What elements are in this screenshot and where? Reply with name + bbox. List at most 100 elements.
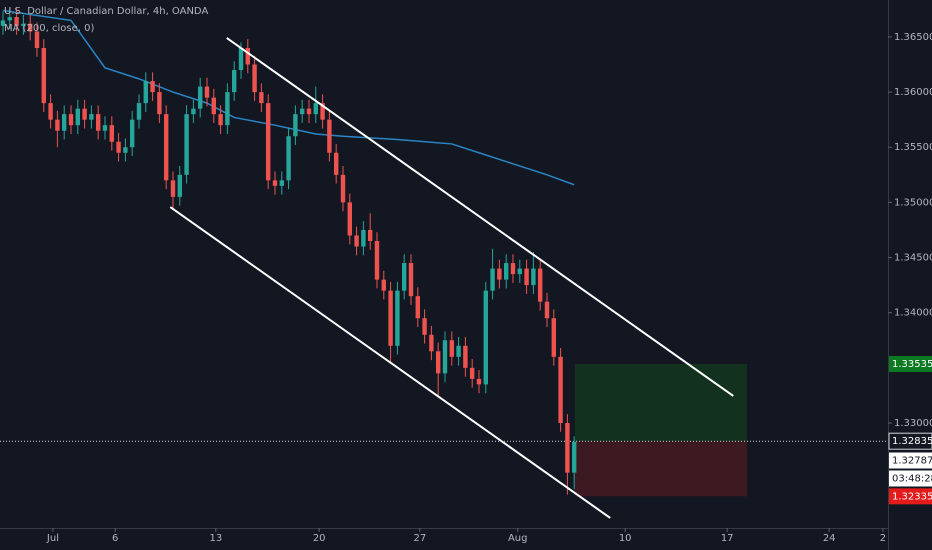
candle-body xyxy=(442,340,448,374)
candle-body xyxy=(163,114,169,181)
entry-price-label: 1.32835 xyxy=(892,436,932,447)
candle-body xyxy=(415,296,420,319)
x-tick-label: 20 xyxy=(313,533,326,544)
candle-body xyxy=(490,268,495,291)
candle-body xyxy=(177,174,182,197)
candle-body xyxy=(102,125,108,131)
candle-body xyxy=(34,31,40,48)
profit-zone xyxy=(574,363,747,442)
x-tick-label: 17 xyxy=(721,533,734,544)
x-tick-label: 13 xyxy=(209,533,222,544)
candle-body xyxy=(544,301,550,319)
countdown-box xyxy=(889,470,932,487)
y-tick-label: 1.34000 xyxy=(894,308,932,319)
candle-body xyxy=(456,345,461,357)
candle-body xyxy=(238,47,244,71)
candle-body xyxy=(361,229,366,247)
candle-body xyxy=(381,279,386,291)
trendline xyxy=(226,37,734,397)
candle-body xyxy=(259,92,264,104)
candle-body xyxy=(252,64,257,93)
candle-body xyxy=(265,103,271,181)
candle-body xyxy=(306,108,312,115)
candle-body xyxy=(395,290,400,346)
candle-body xyxy=(61,114,67,131)
candle-body xyxy=(191,108,196,115)
stop-price-label: 1.32335 xyxy=(892,491,932,502)
candle-body xyxy=(449,340,454,357)
x-tick-label: Aug xyxy=(508,533,528,544)
candle-body xyxy=(524,268,529,286)
candle-body xyxy=(41,47,46,104)
candle-body xyxy=(14,17,19,26)
candle-body xyxy=(95,114,101,131)
indicator-label: MA (200, close, 0) xyxy=(4,23,94,34)
candle-body xyxy=(286,136,291,181)
candle-body xyxy=(429,334,434,352)
candle-body xyxy=(272,180,278,186)
last-price-label: 1.32787 xyxy=(892,455,932,466)
x-tick-label: 27 xyxy=(413,533,426,544)
candle-body xyxy=(497,268,502,280)
candle-body xyxy=(327,119,332,153)
candle-body xyxy=(109,125,114,142)
candle-body xyxy=(89,114,94,120)
candle-body xyxy=(211,97,216,115)
candle-body xyxy=(27,23,33,32)
candle-body xyxy=(483,290,488,385)
candle-body xyxy=(116,141,121,153)
chart-title: U.S. Dollar / Canadian Dollar, 4h, OANDA xyxy=(4,6,208,17)
trendline xyxy=(169,206,611,519)
candle-body xyxy=(435,351,441,374)
y-tick-label: 1.35500 xyxy=(894,142,932,153)
candle-body xyxy=(558,356,563,423)
countdown: 03:48:28 xyxy=(892,473,932,484)
candle-body xyxy=(143,81,148,104)
candle-body xyxy=(565,422,570,473)
candle-body xyxy=(184,114,189,175)
candle-body xyxy=(204,86,210,98)
candle-body xyxy=(197,86,203,109)
candle-body xyxy=(401,263,407,291)
stop-price-label-box xyxy=(889,488,932,505)
y-tick-label: 1.36500 xyxy=(894,32,932,43)
candle-body xyxy=(68,114,74,126)
x-tick-label: 10 xyxy=(619,533,632,544)
candle-body xyxy=(279,180,284,186)
candle-body xyxy=(340,174,346,203)
plot-area xyxy=(0,8,888,519)
candle-body xyxy=(82,108,87,120)
entry-price-label-box xyxy=(888,432,932,450)
candle-body xyxy=(476,378,482,385)
candle-body xyxy=(136,103,142,120)
candle-body xyxy=(463,345,468,368)
candle-body xyxy=(510,263,516,275)
candle-body xyxy=(150,81,155,93)
candle-body xyxy=(75,108,80,126)
candle-body xyxy=(571,441,577,473)
target-price-label-box xyxy=(889,355,932,372)
candle-body xyxy=(320,103,325,120)
candle-body xyxy=(537,268,543,302)
candle-body xyxy=(517,268,522,275)
candle-body xyxy=(299,108,305,115)
y-tick-label: 1.36000 xyxy=(894,87,932,98)
candle-body xyxy=(347,202,352,236)
candle-body xyxy=(170,180,176,197)
candle-body xyxy=(551,318,556,357)
candle-body xyxy=(231,70,237,93)
candle-body xyxy=(7,17,12,21)
candle-body xyxy=(531,268,536,286)
candle-body xyxy=(313,103,318,115)
candle-body xyxy=(225,92,230,126)
y-tick-label: 1.34500 xyxy=(894,253,932,264)
x-tick-label: 24 xyxy=(823,533,836,544)
candle-body xyxy=(367,229,373,242)
candle-body xyxy=(0,20,6,26)
candle-body xyxy=(388,290,393,346)
loss-zone xyxy=(574,441,747,497)
last-price-label-box xyxy=(889,452,932,469)
